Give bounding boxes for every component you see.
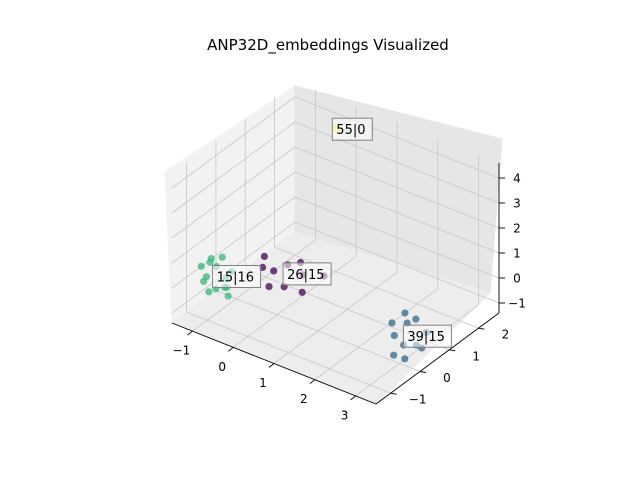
grid-line-y-floor	[215, 290, 421, 372]
x-tick-label: 0	[218, 360, 226, 374]
data-point-39	[390, 331, 398, 340]
data-point-39	[390, 351, 398, 359]
cluster-label-15: 15|16	[212, 265, 262, 288]
data-point-15	[218, 253, 226, 261]
cluster-label-box	[402, 324, 452, 348]
grid-line-z-back	[294, 146, 500, 229]
z-tick-label: 1	[513, 247, 521, 261]
x-tick-label: −1	[173, 344, 191, 358]
data-point-39	[401, 309, 409, 317]
data-point-15	[224, 292, 232, 300]
grid-line-z-back	[294, 221, 500, 304]
cluster-label-box	[331, 117, 373, 141]
y-tick-label: 0	[443, 371, 451, 385]
y-tick-label: 2	[502, 328, 510, 342]
z-tick-label: −1	[508, 297, 526, 311]
data-point-15	[200, 277, 208, 285]
data-point-26	[270, 267, 278, 275]
x-tick-mark	[268, 363, 275, 368]
cluster-label-55: 55|0	[331, 117, 373, 141]
data-point-15	[206, 258, 214, 266]
y-tick-mark	[478, 327, 485, 330]
cluster-label-text: 39|15	[407, 330, 444, 345]
grid-line-z-back	[294, 196, 500, 279]
data-point-39	[401, 355, 409, 363]
grid-line-y-floor	[274, 246, 479, 329]
cluster-label-box	[212, 265, 262, 288]
tick-marks	[187, 177, 505, 401]
data-point-26	[298, 288, 306, 296]
y-tick-mark	[449, 349, 456, 352]
grid-line-z-back	[294, 121, 500, 204]
x-tick-mark	[350, 395, 356, 401]
y-tick-label: −1	[409, 393, 427, 407]
grid-line-z-left	[171, 196, 296, 289]
cluster-label-text: 26|15	[287, 268, 324, 283]
x-tick-mark	[227, 346, 234, 352]
cluster-label-39: 39|15	[402, 324, 452, 348]
y-tick-mark	[390, 392, 397, 395]
tick-labels: −1 0 1 2 3 −1 0 1 2 −1 0 1 2 3 4	[173, 172, 526, 423]
grid-line-y-floor	[186, 311, 391, 394]
z-tick-label: 4	[513, 172, 521, 186]
x-tick-label: 1	[259, 376, 267, 390]
cluster-label-text: 55|0	[336, 123, 365, 138]
grid-line-z-back	[294, 171, 500, 254]
z-tick-label: 2	[513, 222, 521, 236]
data-point-26	[260, 252, 268, 260]
z-tick-label: 3	[513, 197, 521, 211]
data-point-39	[412, 315, 420, 323]
grid-line-z-left	[171, 171, 296, 264]
grid-lines	[171, 90, 500, 397]
chart-title: ANP32D_embeddings Visualized	[207, 36, 449, 55]
cluster-label-box	[282, 262, 332, 286]
data-point-15	[205, 288, 213, 296]
cluster-labels: 55|0 26|15 15|16 39|15	[212, 117, 452, 348]
y-tick-mark	[419, 371, 427, 373]
grid-line-z-back	[294, 96, 500, 179]
grid-line-z-left	[171, 121, 296, 214]
grid-line-z-left	[171, 96, 296, 189]
x-tick-mark	[309, 379, 316, 385]
z-tick-label: 0	[513, 272, 521, 286]
x-tick-label: 3	[341, 408, 349, 422]
cluster-label-26: 26|15	[282, 262, 332, 286]
data-point-15	[197, 262, 205, 270]
x-tick-mark	[187, 330, 193, 336]
data-point-26	[265, 283, 273, 291]
y-tick-label: 1	[472, 349, 480, 363]
grid-line-z-left	[171, 146, 296, 239]
cluster-label-text: 15|16	[217, 271, 254, 286]
data-point-39	[388, 319, 396, 327]
x-tick-label: 2	[300, 392, 308, 406]
